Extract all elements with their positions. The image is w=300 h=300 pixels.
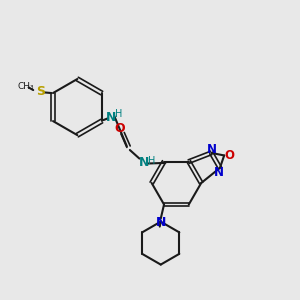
Text: S: S [36, 85, 45, 98]
Text: H: H [148, 156, 155, 166]
Text: H: H [115, 109, 122, 119]
Text: N: N [106, 111, 116, 124]
Text: O: O [224, 149, 234, 162]
Text: O: O [114, 122, 124, 135]
Text: N: N [155, 216, 166, 229]
Text: N: N [139, 156, 149, 169]
Text: N: N [214, 166, 224, 179]
Text: CH₃: CH₃ [18, 82, 34, 91]
Text: N: N [207, 143, 217, 156]
